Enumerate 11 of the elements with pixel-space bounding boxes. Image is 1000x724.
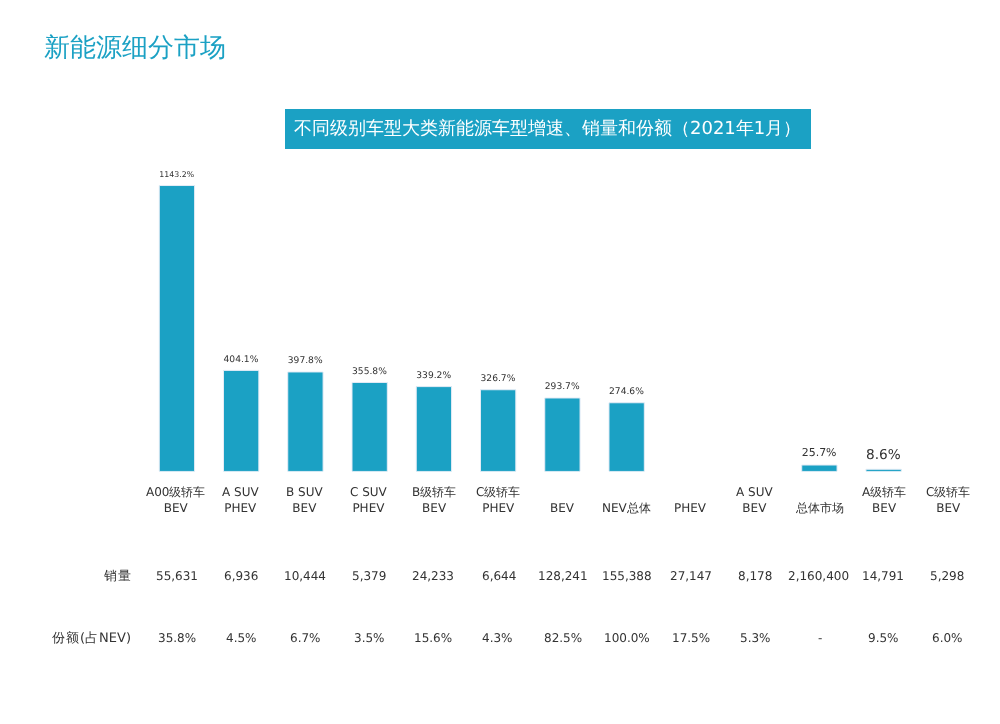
bar xyxy=(801,464,838,472)
bar xyxy=(158,185,196,472)
bar xyxy=(287,371,324,472)
chart-subtitle: 不同级别车型大类新能源车型增速、销量和份额（2021年1月） xyxy=(294,118,802,140)
bar xyxy=(544,397,581,472)
bar xyxy=(223,369,260,472)
bar xyxy=(479,389,517,472)
bar xyxy=(351,381,388,472)
chart-title: 新能源细分市场 xyxy=(44,34,226,64)
bar xyxy=(415,386,453,472)
bar xyxy=(608,402,645,472)
